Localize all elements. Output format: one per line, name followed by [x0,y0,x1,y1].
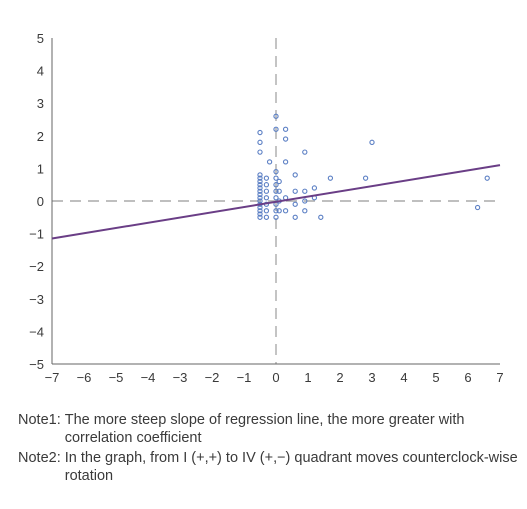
data-point [257,211,263,217]
note-2-text: In the graph, from I (+,+) to IV (+,−) q… [64,450,518,484]
x-tick-label: −3 [173,370,188,385]
data-point [257,188,263,194]
y-tick-label: −3 [29,292,44,307]
data-point [257,139,263,145]
axes [51,38,500,365]
data-point [292,214,298,220]
x-tick-label: −4 [141,370,156,385]
scatter-chart: −7 −6 −5 −4 −3 −2 −1 0 1 2 3 4 5 6 7 5 4 3 2 1 0 −1 −2 −3 −4 −5 [29,31,503,385]
x-tick-label: −6 [77,370,92,385]
note-2-label: Note2: [18,450,61,466]
data-point [273,195,279,201]
data-point [257,195,263,201]
chart-notes: Note1: The more steep slope of regressio… [18,411,523,487]
x-tick-label: 1 [304,370,311,385]
data-point [282,159,289,165]
x-tick-label: 6 [464,370,471,385]
y-tick-label: 2 [37,129,44,144]
tick-labels: −7 −6 −5 −4 −3 −2 −1 0 1 2 3 4 5 6 7 5 4 3 2 1 0 −1 −2 −3 −4 −5 [29,31,503,385]
x-tick-label: −2 [205,370,220,385]
data-point [282,136,289,142]
data-point [362,175,369,181]
y-tick-label: 1 [37,161,44,176]
data-point [257,214,263,220]
data-point [276,208,282,214]
x-tick-label: −5 [109,370,124,385]
data-point [263,208,270,214]
data-point [292,201,298,207]
data-point [263,175,270,181]
data-point [292,188,298,194]
data-points [257,113,490,220]
data-point [257,172,263,178]
x-tick-label: −7 [45,370,60,385]
data-point [282,126,289,132]
data-point [327,175,334,181]
data-point [273,126,279,132]
data-point [302,149,308,155]
data-point [276,178,282,185]
data-point [474,204,481,211]
data-point [257,175,263,181]
data-point [273,208,279,214]
data-point [311,185,318,191]
data-point [263,195,270,201]
x-tick-label: 3 [368,370,375,385]
data-point [257,149,263,155]
data-point [369,139,375,145]
note-1-label: Note1: [18,412,61,428]
data-point [273,182,279,188]
y-tick-label: 3 [37,96,44,111]
data-point [302,208,308,214]
x-tick-label: 7 [496,370,503,385]
y-tick-label: 0 [37,194,44,209]
data-point [263,188,270,194]
data-point [257,178,263,185]
data-point [263,182,270,188]
data-point [318,214,324,220]
note-1: Note1: The more steep slope of regressio… [18,411,523,447]
data-point [282,208,289,214]
data-point [257,185,263,191]
data-point [273,169,279,175]
x-tick-label: 4 [400,370,407,385]
data-point [273,113,279,119]
note-2: Note2: In the graph, from I (+,+) to IV … [18,449,523,485]
x-tick-label: −1 [237,370,252,385]
data-point [292,172,298,178]
data-point [302,198,308,204]
data-point [257,129,263,136]
y-tick-label: −5 [29,357,44,372]
data-point [273,188,279,194]
data-point [484,175,490,181]
regression-line [51,164,501,240]
y-tick-label: 4 [37,64,44,79]
data-point [257,198,263,204]
data-point [276,188,282,194]
y-tick-label: −1 [29,227,44,242]
data-point [302,188,308,194]
data-point [273,214,279,220]
data-point [257,191,263,198]
x-tick-label: 5 [432,370,439,385]
data-point [257,182,263,188]
regression-line-layer [51,164,501,240]
note-1-text: The more steep slope of regression line,… [64,412,465,446]
data-point [257,208,263,214]
x-tick-label: 2 [336,370,343,385]
data-point [266,159,273,165]
y-tick-label: 5 [37,31,44,46]
data-point [273,175,279,181]
y-tick-label: −4 [29,324,44,339]
data-point [263,214,270,220]
x-tick-label: 0 [272,370,279,385]
y-tick-label: −2 [29,259,44,274]
